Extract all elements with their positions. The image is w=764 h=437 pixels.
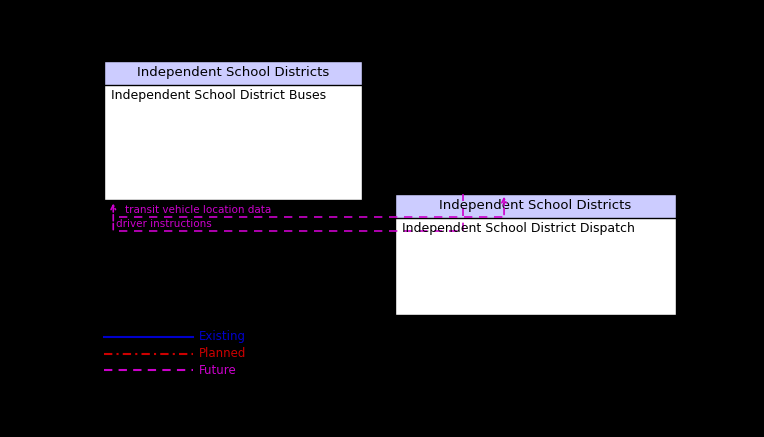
Text: Independent School Districts: Independent School Districts	[137, 66, 329, 80]
Text: Planned: Planned	[199, 347, 247, 360]
Text: Future: Future	[199, 364, 237, 377]
Text: transit vehicle location data: transit vehicle location data	[125, 205, 271, 215]
Text: Independent School Districts: Independent School Districts	[439, 199, 631, 212]
Text: Existing: Existing	[199, 330, 246, 343]
Text: driver instructions: driver instructions	[116, 219, 212, 229]
Bar	[394, 194, 676, 315]
Text: Independent School District Dispatch: Independent School District Dispatch	[402, 222, 634, 235]
Bar	[105, 61, 362, 85]
Text: Independent School District Buses: Independent School District Buses	[112, 89, 327, 102]
Bar	[105, 61, 362, 201]
Bar	[394, 194, 676, 218]
